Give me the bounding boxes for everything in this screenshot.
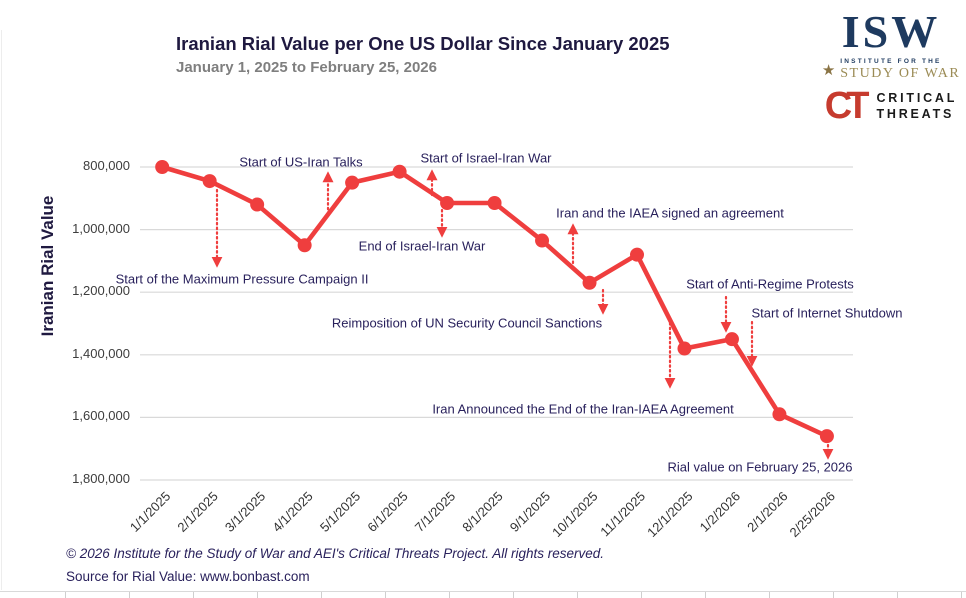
copyright-text: © 2026 Institute for the Study of War an… bbox=[66, 546, 605, 561]
ct-label-line1: CRITICAL bbox=[876, 91, 958, 105]
logo-block: ISW ★ INSTITUTE FOR THE STUDY OF WAR CT … bbox=[820, 6, 962, 127]
y-tick-label: 800,000 bbox=[83, 158, 130, 173]
y-tick-label: 1,600,000 bbox=[72, 408, 130, 424]
chart-annotation: Start of the Maximum Pressure Campaign I… bbox=[115, 271, 369, 287]
x-tick-label: 1/2/2026 bbox=[697, 489, 743, 535]
y-tick-label: 1,200,000 bbox=[72, 283, 130, 299]
chart-annotation: Iran Announced the End of the Iran-IAEA … bbox=[432, 401, 734, 417]
y-tick-label: 1,000,000 bbox=[72, 220, 130, 236]
x-tick-label: 7/1/2025 bbox=[412, 489, 458, 535]
data-point bbox=[487, 195, 502, 210]
ct-label-line2: THREATS bbox=[876, 107, 955, 121]
data-point bbox=[155, 160, 170, 174]
x-tick-label: 4/1/2025 bbox=[269, 489, 315, 535]
bottom-ruler-strip bbox=[0, 591, 966, 598]
critical-threats-logo: CT CRITICAL THREATS bbox=[820, 85, 962, 127]
star-icon: ★ bbox=[821, 61, 836, 79]
chart-annotation: Reimposition of UN Security Council Sanc… bbox=[331, 315, 603, 331]
gridlines bbox=[140, 166, 853, 481]
chart-annotation: Iran and the IAEA signed an agreement bbox=[556, 205, 784, 221]
chart-title: Iranian Rial Value per One US Dollar Sin… bbox=[176, 33, 670, 54]
x-tick-label: 12/1/2025 bbox=[644, 489, 696, 541]
x-axis-tick-labels: 1/1/2025 2/1/2025 3/1/2025 4/1/2025 5/1/2025… bbox=[127, 489, 838, 541]
data-point bbox=[582, 275, 597, 290]
x-tick-label: 2/1/2025 bbox=[174, 489, 220, 535]
chart-annotation: Rial value on February 25, 2026 bbox=[667, 459, 853, 475]
data-point bbox=[724, 332, 739, 347]
data-point bbox=[772, 407, 787, 422]
chart-annotation: End of Israel-Iran War bbox=[358, 238, 486, 254]
x-tick-label: 9/1/2025 bbox=[507, 489, 553, 535]
rial-value-series bbox=[155, 160, 834, 444]
source-text: Source for Rial Value: www.bonbast.com bbox=[66, 569, 310, 584]
x-tick-label: 2/1/2026 bbox=[744, 489, 790, 535]
data-point bbox=[297, 238, 312, 253]
data-point bbox=[440, 195, 455, 210]
x-tick-label: 10/1/2025 bbox=[549, 489, 601, 541]
isw-logo: ISW bbox=[841, 6, 941, 57]
isw-tagline: ★ INSTITUTE FOR THE STUDY OF WAR bbox=[820, 58, 962, 82]
x-tick-label: 2/25/2026 bbox=[787, 489, 839, 541]
x-tick-label: 5/1/2025 bbox=[317, 489, 363, 535]
data-point bbox=[250, 197, 265, 212]
y-tick-label: 1,800,000 bbox=[72, 471, 130, 486]
data-point bbox=[202, 174, 217, 189]
data-point bbox=[630, 247, 644, 262]
data-point bbox=[535, 233, 550, 248]
x-tick-label: 1/1/2025 bbox=[127, 489, 173, 535]
ct-monogram-icon: CT bbox=[824, 85, 870, 127]
data-point bbox=[677, 341, 692, 356]
y-tick-label: 1,400,000 bbox=[72, 345, 130, 361]
chart-annotation: Start of Anti-Regime Protests bbox=[686, 276, 854, 292]
left-edge-divider bbox=[1, 30, 2, 590]
x-tick-label: 11/1/2025 bbox=[597, 489, 648, 540]
data-point bbox=[345, 175, 360, 190]
data-point bbox=[392, 164, 407, 179]
isw-tagline-large: STUDY OF WAR bbox=[840, 66, 961, 81]
chart-annotation: Start of Israel-Iran War bbox=[420, 150, 552, 166]
chart-annotation: Start of US-Iran Talks bbox=[239, 154, 363, 170]
chart-subtitle: January 1, 2025 to February 25, 2026 bbox=[176, 59, 437, 76]
x-tick-label: 6/1/2025 bbox=[364, 489, 410, 535]
data-point bbox=[819, 429, 834, 444]
chart-annotation: Start of Internet Shutdown bbox=[751, 305, 903, 321]
isw-tagline-small: INSTITUTE FOR THE bbox=[840, 58, 942, 65]
x-tick-label: 3/1/2025 bbox=[222, 489, 268, 535]
x-tick-label: 8/1/2025 bbox=[459, 489, 505, 535]
